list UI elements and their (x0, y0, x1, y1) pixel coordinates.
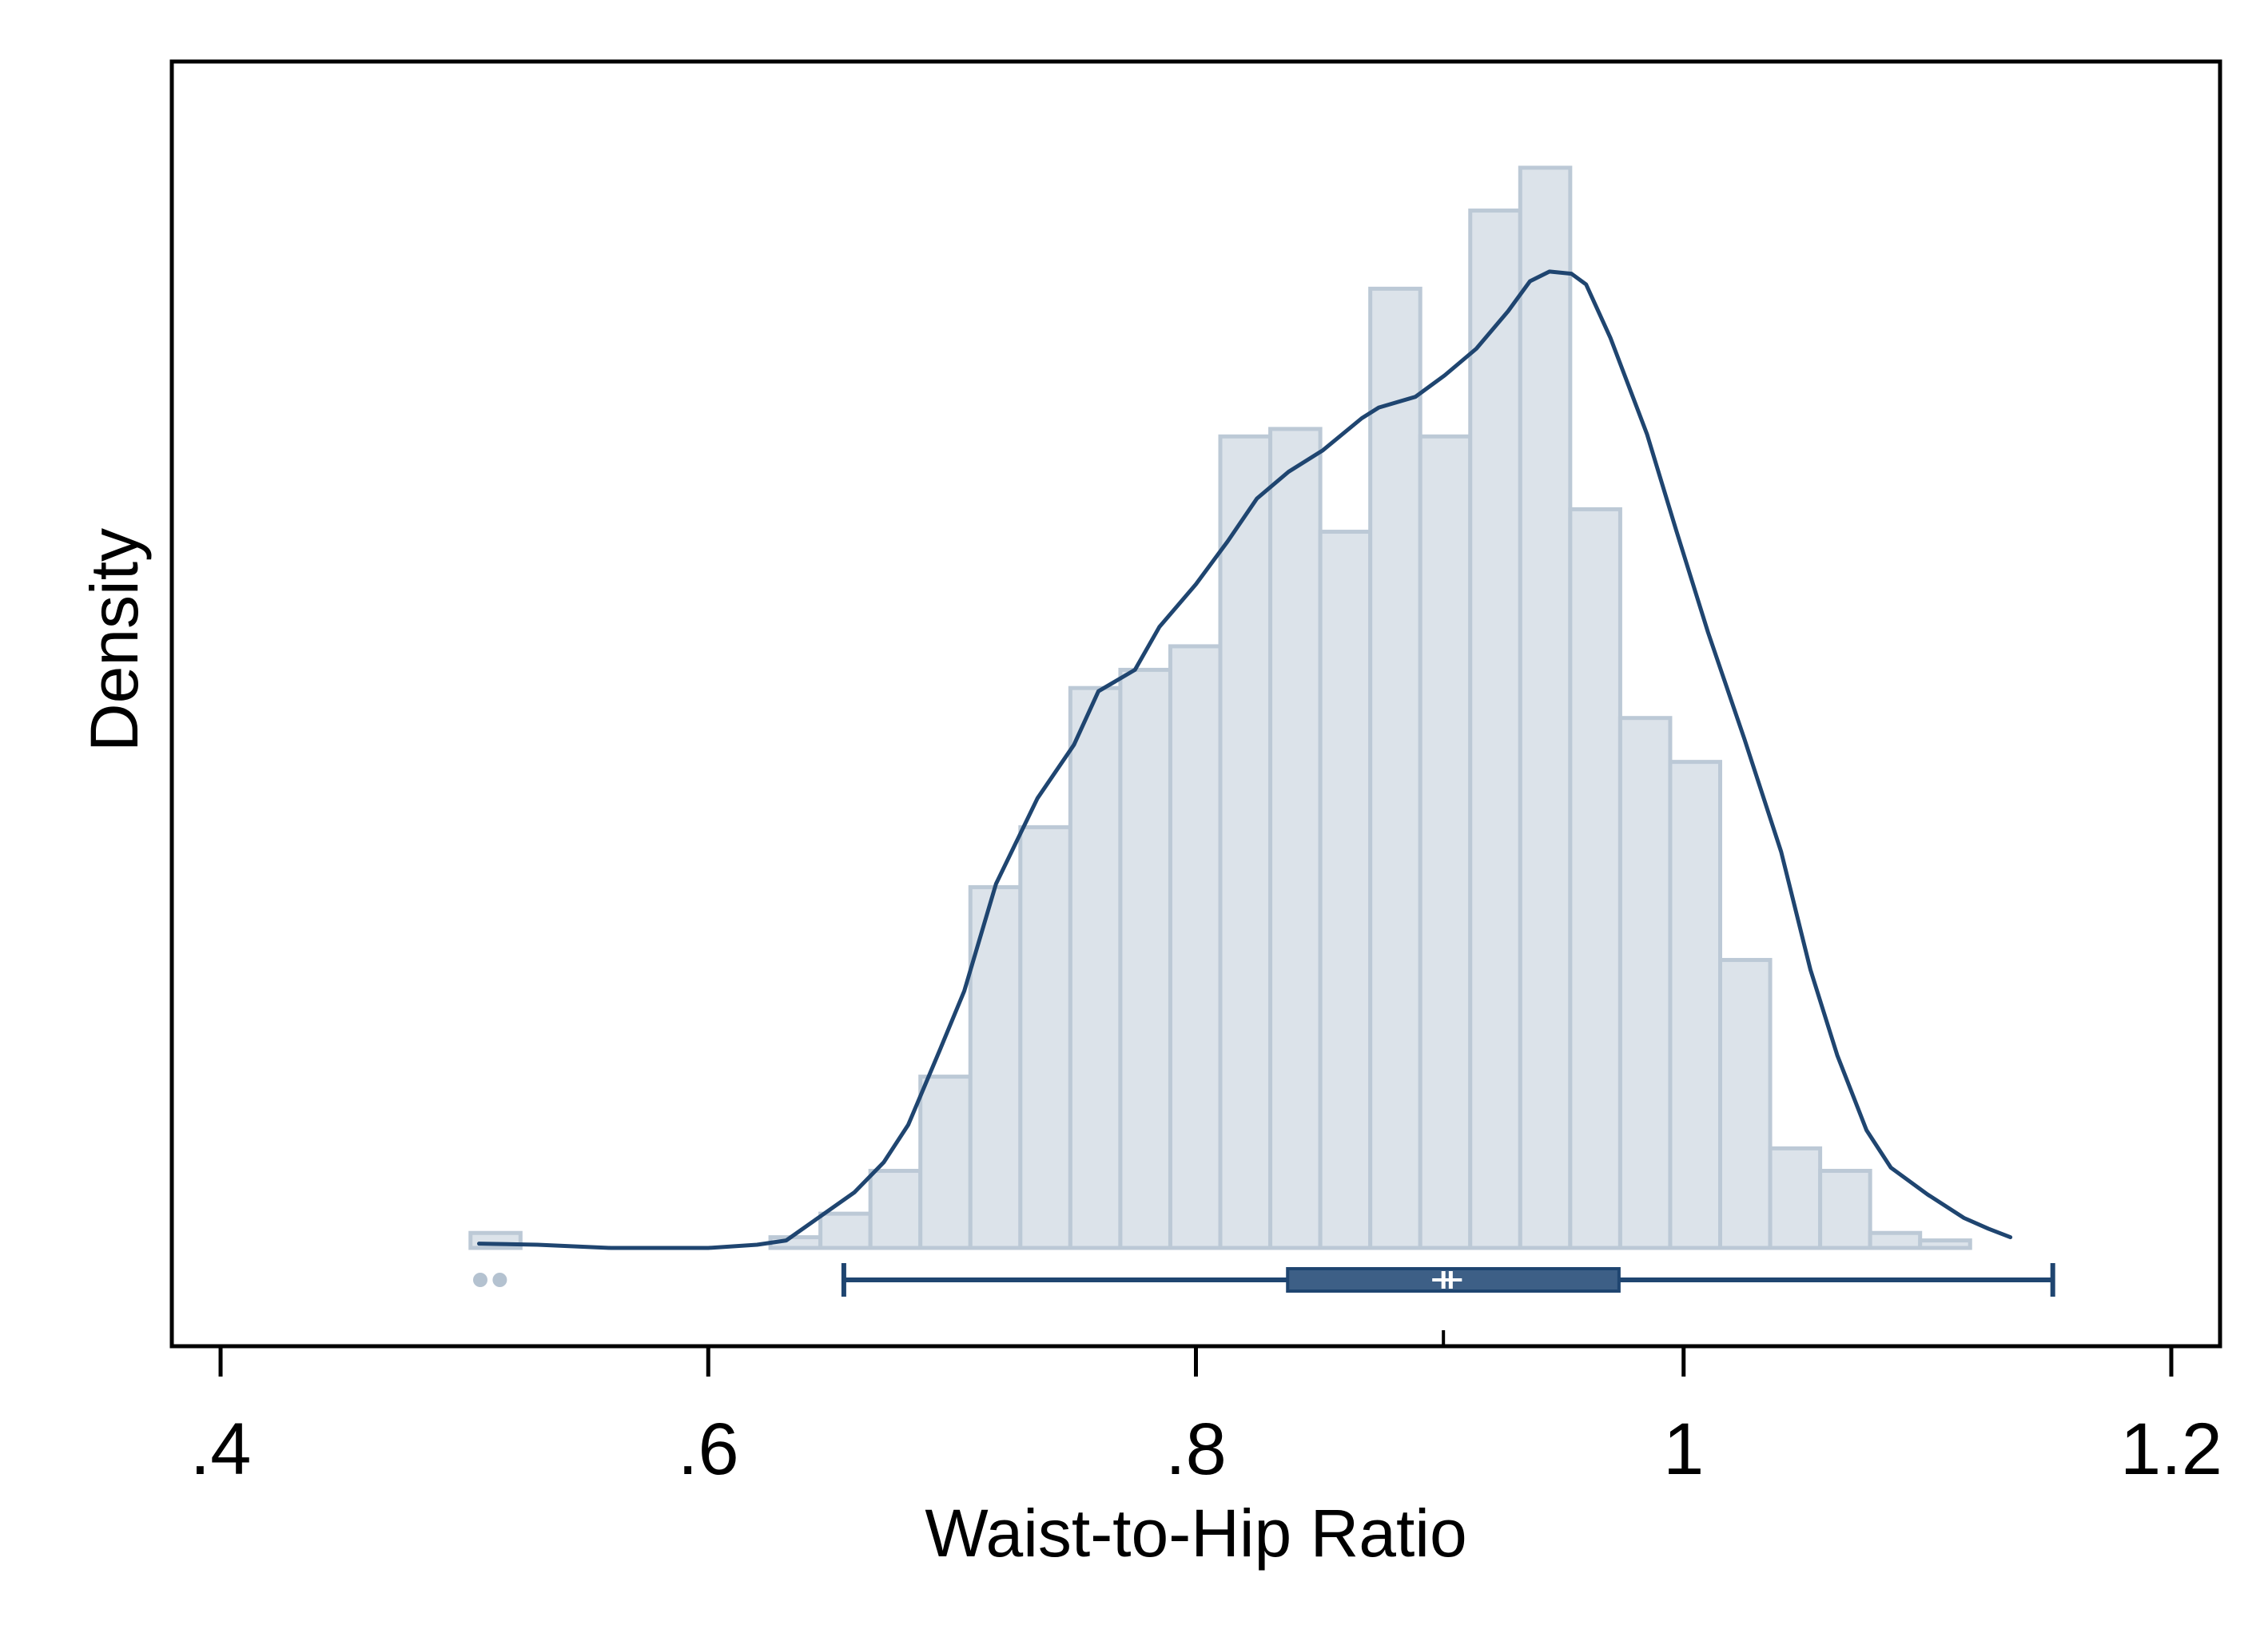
histogram-bars (468, 165, 1972, 1250)
histogram-bar (818, 1211, 873, 1250)
histogram-bar (1617, 716, 1673, 1250)
histogram-bar (1018, 824, 1072, 1250)
histogram-bar (1218, 434, 1273, 1250)
histogram-bar (1918, 1238, 1972, 1250)
y-axis-title: Density (77, 528, 152, 752)
x-tick-label: 1.2 (2120, 1409, 2222, 1490)
histogram-bar (918, 1075, 973, 1250)
histogram-bar (1518, 165, 1573, 1250)
x-tick-label: .8 (1165, 1409, 1227, 1490)
histogram-bar (1768, 1146, 1823, 1250)
histogram-bar (1568, 507, 1622, 1250)
x-axis: .4 .6 .8 1 1.2 (190, 1330, 2222, 1490)
histogram-bar (1868, 1230, 1923, 1250)
histogram-bar (1468, 209, 1522, 1250)
histogram-bar (1718, 958, 1773, 1250)
histogram-bar (1418, 434, 1473, 1250)
histogram-bar (1368, 286, 1422, 1250)
outlier-point (472, 1273, 487, 1287)
x-axis-title: Waist-to-Hip Ratio (925, 1496, 1466, 1571)
histogram-bar (1118, 667, 1172, 1250)
density-curve (477, 269, 2013, 1250)
histogram-bar (1068, 685, 1123, 1250)
x-tick-label: 1 (1663, 1409, 1704, 1490)
density-curve-layer (477, 269, 2013, 1250)
histogram-bar (1818, 1169, 1872, 1250)
boxplot (472, 1263, 2055, 1297)
histogram-bar (1318, 530, 1373, 1250)
histogram-bar (1168, 644, 1223, 1250)
x-tick-label: .6 (678, 1409, 739, 1490)
histogram-bar (868, 1169, 923, 1250)
x-tick-label: .4 (190, 1409, 252, 1490)
histogram-bar (1268, 427, 1323, 1250)
outlier-point (492, 1273, 507, 1287)
histogram-bar (1668, 760, 1723, 1250)
